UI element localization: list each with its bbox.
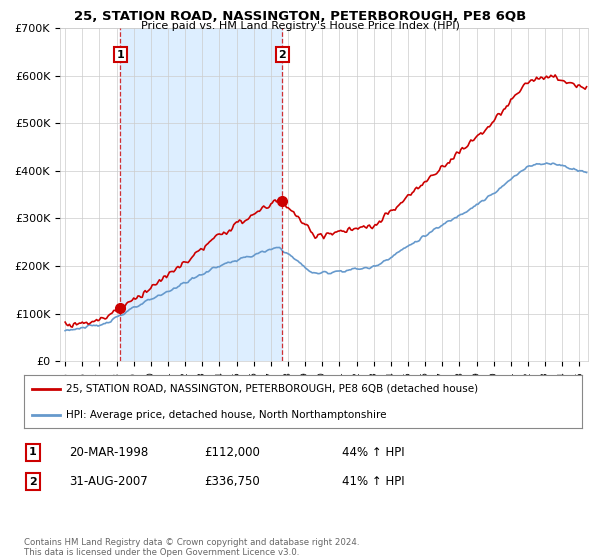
Bar xyxy=(121,28,283,361)
Text: 20-MAR-1998: 20-MAR-1998 xyxy=(69,446,148,459)
Text: £112,000: £112,000 xyxy=(204,446,260,459)
Text: HPI: Average price, detached house, North Northamptonshire: HPI: Average price, detached house, Nort… xyxy=(66,410,386,420)
Text: £336,750: £336,750 xyxy=(204,475,260,488)
Text: 25, STATION ROAD, NASSINGTON, PETERBOROUGH, PE8 6QB: 25, STATION ROAD, NASSINGTON, PETERBOROU… xyxy=(74,10,526,23)
Text: Price paid vs. HM Land Registry's House Price Index (HPI): Price paid vs. HM Land Registry's House … xyxy=(140,21,460,31)
Text: 31-AUG-2007: 31-AUG-2007 xyxy=(69,475,148,488)
Text: 41% ↑ HPI: 41% ↑ HPI xyxy=(342,475,404,488)
Text: 25, STATION ROAD, NASSINGTON, PETERBOROUGH, PE8 6QB (detached house): 25, STATION ROAD, NASSINGTON, PETERBOROU… xyxy=(66,384,478,394)
Text: 1: 1 xyxy=(29,447,37,458)
Text: 1: 1 xyxy=(116,50,124,60)
Text: 44% ↑ HPI: 44% ↑ HPI xyxy=(342,446,404,459)
Text: Contains HM Land Registry data © Crown copyright and database right 2024.
This d: Contains HM Land Registry data © Crown c… xyxy=(24,538,359,557)
Text: 2: 2 xyxy=(278,50,286,60)
Text: 2: 2 xyxy=(29,477,37,487)
